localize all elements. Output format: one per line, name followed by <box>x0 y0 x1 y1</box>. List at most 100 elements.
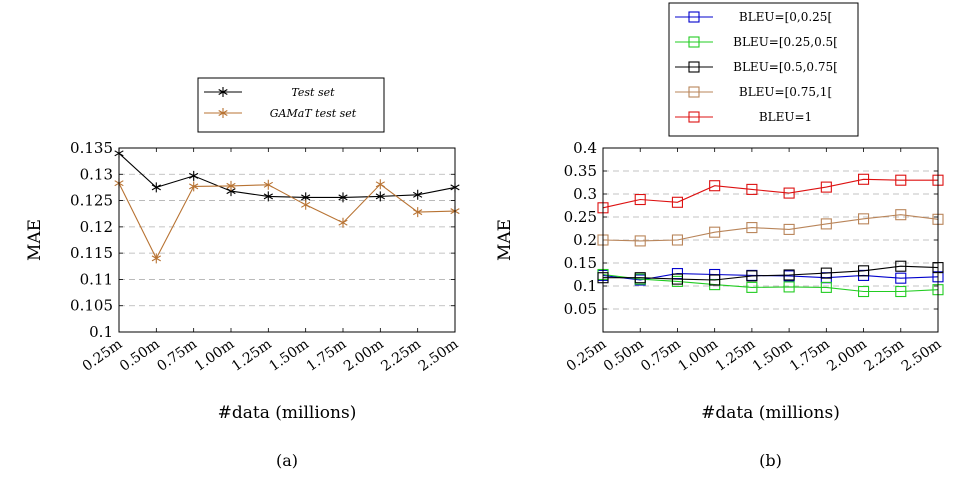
data-point <box>709 274 721 286</box>
x-tick-label: 2.25m <box>861 336 907 375</box>
chart-b: 0.05 0.1 0.15 0.2 0.25 0.3 0.35 0.4 0.25m0.50m0.… <box>495 2 944 470</box>
series-line <box>603 265 939 281</box>
legend-marker <box>688 86 700 98</box>
y-tick-label: 0.11 <box>80 270 113 288</box>
series-line <box>602 178 938 209</box>
x-tick-label: 2.00m <box>341 336 387 375</box>
data-point <box>820 267 832 279</box>
y-tick-label: 0.125 <box>70 192 113 210</box>
series-line <box>118 152 456 198</box>
legend-marker <box>688 111 700 123</box>
data-point <box>189 181 199 192</box>
data-point <box>895 174 907 186</box>
data-point <box>746 281 758 293</box>
data-point <box>189 170 199 181</box>
y-tick-label: 0.13 <box>80 165 113 183</box>
legend-marker <box>218 87 228 97</box>
figure-caption: (a) <box>276 451 298 470</box>
y-tick-label: 0.25 <box>564 208 597 226</box>
data-point <box>634 193 646 206</box>
y-tick-label: 0.35 <box>564 162 597 180</box>
data-point <box>895 272 907 284</box>
x-tick-label: 0.75m <box>154 336 200 375</box>
data-point <box>820 218 832 230</box>
data-point <box>783 281 795 293</box>
y-tick-label: 0.105 <box>70 297 113 315</box>
data-point <box>301 199 311 210</box>
x-tick-label: 1.50m <box>266 336 312 375</box>
legend-box <box>668 2 859 137</box>
x-tick-label: 1.00m <box>192 336 238 375</box>
series-line <box>602 273 939 281</box>
data-point <box>263 179 273 190</box>
data-point <box>413 189 423 200</box>
data-point <box>671 273 683 285</box>
x-tick-label: 1.25m <box>229 336 275 375</box>
data-point <box>634 235 646 247</box>
x-tick-label: 1.50m <box>750 336 796 375</box>
y-tick-label: 0.115 <box>70 244 113 262</box>
data-point <box>783 223 795 235</box>
y-tick-label: 0.15 <box>564 254 597 272</box>
data-point <box>746 183 758 195</box>
x-tick-label: 2.50m <box>416 336 462 375</box>
y-tick-label: 0.4 <box>573 139 597 157</box>
data-point <box>895 260 907 272</box>
x-tick-label: 0.50m <box>117 336 163 375</box>
y-tick-label: 0.3 <box>573 185 597 203</box>
y-tick-label: 0.135 <box>70 139 113 157</box>
data-point <box>820 181 832 193</box>
data-point <box>226 180 236 191</box>
legend-label: Test set <box>291 86 335 99</box>
legend-label: GAMaT test set <box>270 107 357 120</box>
data-point <box>709 180 721 192</box>
data-point <box>895 209 907 221</box>
y-tick-label: 0.2 <box>573 231 597 249</box>
data-point <box>634 272 646 284</box>
data-point <box>858 265 870 277</box>
plot-frame <box>118 147 456 333</box>
series-line <box>602 214 939 242</box>
data-point <box>858 213 870 225</box>
x-tick-label: 0.25m <box>564 336 610 375</box>
y-tick-label: 0.1 <box>89 323 113 341</box>
plot-frame <box>602 147 939 333</box>
y-tick-label: 0.12 <box>80 218 113 236</box>
legend-label: BLEU=[0,0.25[ <box>739 10 832 24</box>
series-line <box>118 182 456 260</box>
x-tick-label: 0.75m <box>638 336 684 375</box>
data-point <box>783 187 795 199</box>
x-tick-label: 1.25m <box>713 336 759 375</box>
data-point <box>895 285 907 298</box>
data-point <box>746 270 758 282</box>
legend-box <box>197 77 385 133</box>
x-tick-label: 1.75m <box>787 336 833 375</box>
data-point <box>413 207 423 218</box>
data-point <box>709 226 721 238</box>
data-point <box>263 191 273 202</box>
data-point <box>671 234 683 246</box>
legend-label: BLEU=[0.25,0.5[ <box>733 35 838 49</box>
legend-label: BLEU=[0.75,1[ <box>739 85 832 99</box>
data-point <box>858 285 870 298</box>
y-axis-label: MAE <box>495 219 515 261</box>
x-tick-label: 0.50m <box>601 336 647 375</box>
legend-marker <box>218 108 228 118</box>
x-tick-label: 2.00m <box>824 336 870 375</box>
data-point <box>151 182 161 193</box>
data-point <box>671 196 683 208</box>
data-point <box>820 281 832 293</box>
x-tick-label: 2.25m <box>378 336 424 375</box>
data-point <box>151 253 161 264</box>
data-point <box>746 222 758 234</box>
series-line <box>602 273 939 293</box>
x-axis-label: #data (millions) <box>701 403 840 423</box>
chart-a: 0.1 0.105 0.11 0.115 0.12 0.125 0.13 0.135 0.25m… <box>25 77 462 470</box>
legend-label: BLEU=[0.5,0.75[ <box>733 60 838 74</box>
y-axis-label: MAE <box>25 219 45 261</box>
data-point <box>338 217 348 228</box>
data-point <box>375 191 385 202</box>
x-tick-label: 1.75m <box>304 336 350 375</box>
x-tick-label: 0.25m <box>80 336 126 375</box>
